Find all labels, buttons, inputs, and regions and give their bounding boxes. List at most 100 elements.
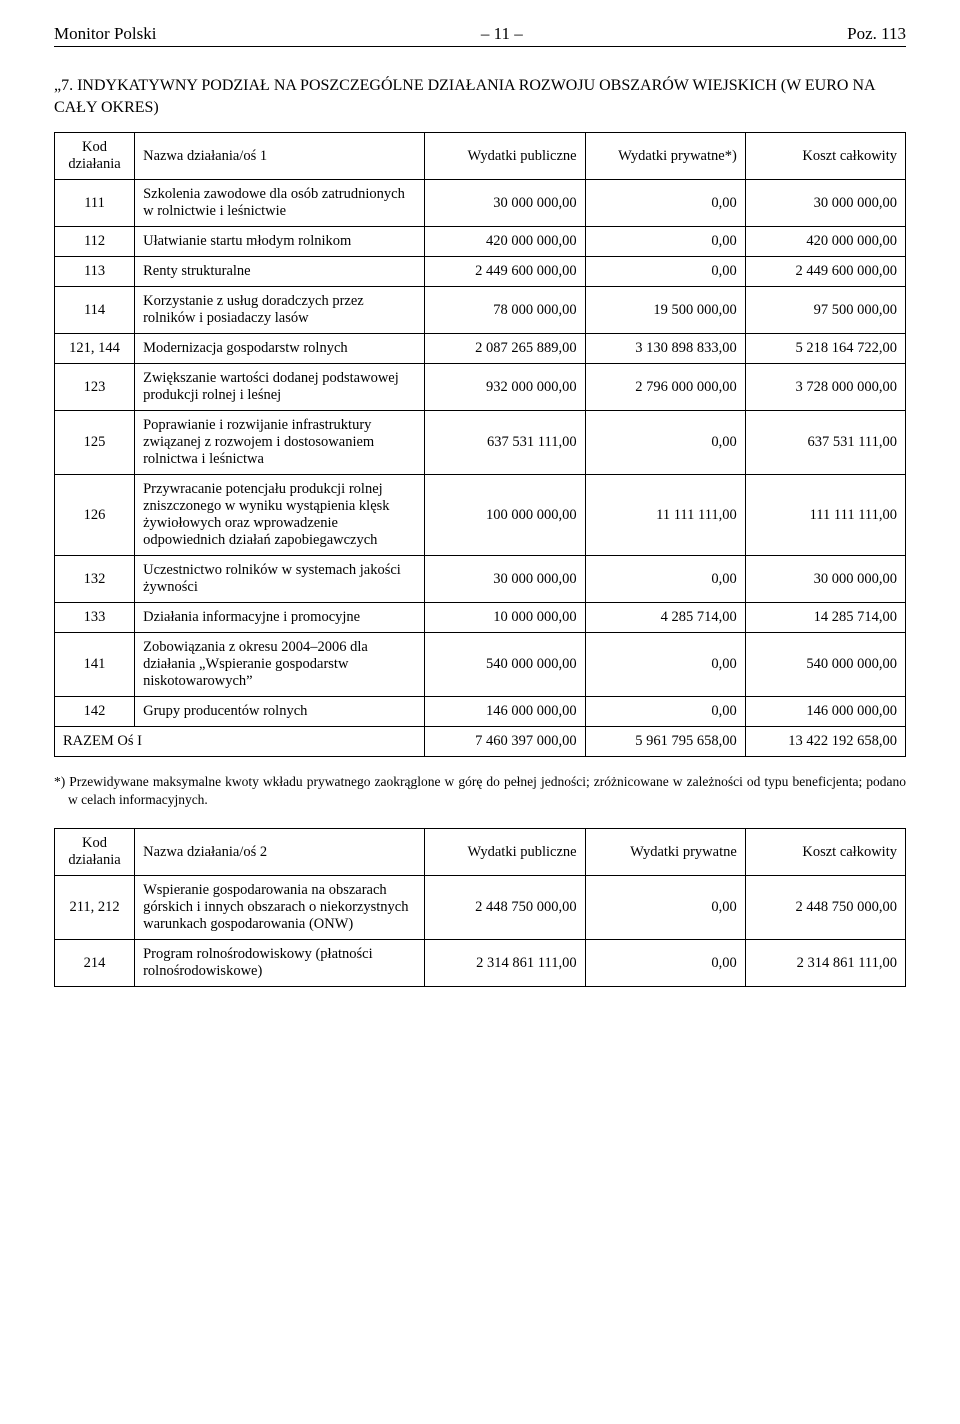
- th-pub: Wydatki publiczne: [425, 133, 585, 180]
- cell-pub: 932 000 000,00: [425, 364, 585, 411]
- cell-code: 112: [55, 227, 135, 257]
- table-row: 113Renty strukturalne2 449 600 000,000,0…: [55, 257, 906, 287]
- header-right: Poz. 113: [847, 24, 906, 44]
- cell-code: 214: [55, 940, 135, 987]
- cell-priv: 2 796 000 000,00: [585, 364, 745, 411]
- cell-name: Renty strukturalne: [135, 257, 425, 287]
- cell-pub: 100 000 000,00: [425, 475, 585, 556]
- table-head-row: Kod działania Nazwa działania/oś 2 Wydat…: [55, 829, 906, 876]
- table-row: 111Szkolenia zawodowe dla osób zatrudnio…: [55, 180, 906, 227]
- th-priv: Wydatki prywatne*): [585, 133, 745, 180]
- cell-tot: 637 531 111,00: [745, 411, 905, 475]
- table-row: 133Działania informacyjne i promocyjne10…: [55, 603, 906, 633]
- table-os1: Kod działania Nazwa działania/oś 1 Wydat…: [54, 132, 906, 757]
- sum-pub: 7 460 397 000,00: [425, 727, 585, 757]
- cell-name: Ułatwianie startu młodym rolnikom: [135, 227, 425, 257]
- table-os2: Kod działania Nazwa działania/oś 2 Wydat…: [54, 828, 906, 987]
- cell-tot: 146 000 000,00: [745, 697, 905, 727]
- cell-pub: 420 000 000,00: [425, 227, 585, 257]
- cell-name: Wspieranie gospodarowania na obszarach g…: [135, 876, 425, 940]
- cell-name: Modernizacja gospodarstw rolnych: [135, 334, 425, 364]
- cell-tot: 111 111 111,00: [745, 475, 905, 556]
- cell-name: Zobowiązania z okresu 2004–2006 dla dzia…: [135, 633, 425, 697]
- th-name: Nazwa działania/oś 1: [135, 133, 425, 180]
- cell-priv: 0,00: [585, 257, 745, 287]
- cell-pub: 30 000 000,00: [425, 556, 585, 603]
- cell-pub: 2 087 265 889,00: [425, 334, 585, 364]
- sum-tot: 13 422 192 658,00: [745, 727, 905, 757]
- cell-name: Poprawianie i rozwijanie infrastruktury …: [135, 411, 425, 475]
- cell-priv: 0,00: [585, 227, 745, 257]
- cell-pub: 2 314 861 111,00: [425, 940, 585, 987]
- cell-tot: 14 285 714,00: [745, 603, 905, 633]
- cell-name: Przywracanie potencjału produkcji rolnej…: [135, 475, 425, 556]
- cell-code: 121, 144: [55, 334, 135, 364]
- th-code: Kod działania: [55, 133, 135, 180]
- th-code: Kod działania: [55, 829, 135, 876]
- cell-pub: 30 000 000,00: [425, 180, 585, 227]
- page-header: Monitor Polski – 11 – Poz. 113: [54, 24, 906, 47]
- cell-tot: 2 449 600 000,00: [745, 257, 905, 287]
- table-row: 132Uczestnictwo rolników w systemach jak…: [55, 556, 906, 603]
- cell-name: Zwiększanie wartości dodanej podstawowej…: [135, 364, 425, 411]
- cell-tot: 540 000 000,00: [745, 633, 905, 697]
- th-tot: Koszt całkowity: [745, 829, 905, 876]
- table-row: 114Korzystanie z usług doradczych przez …: [55, 287, 906, 334]
- cell-priv: 19 500 000,00: [585, 287, 745, 334]
- sum-priv: 5 961 795 658,00: [585, 727, 745, 757]
- cell-name: Uczestnictwo rolników w systemach jakośc…: [135, 556, 425, 603]
- cell-pub: 2 449 600 000,00: [425, 257, 585, 287]
- cell-priv: 3 130 898 833,00: [585, 334, 745, 364]
- cell-code: 141: [55, 633, 135, 697]
- cell-priv: 0,00: [585, 633, 745, 697]
- header-left: Monitor Polski: [54, 24, 157, 44]
- table-row: 214Program rolnośrodowiskowy (płatności …: [55, 940, 906, 987]
- table-head-row: Kod działania Nazwa działania/oś 1 Wydat…: [55, 133, 906, 180]
- cell-tot: 30 000 000,00: [745, 180, 905, 227]
- cell-code: 133: [55, 603, 135, 633]
- table-row: 142Grupy producentów rolnych146 000 000,…: [55, 697, 906, 727]
- table-sum-row: RAZEM Oś I 7 460 397 000,00 5 961 795 65…: [55, 727, 906, 757]
- cell-priv: 0,00: [585, 876, 745, 940]
- cell-pub: 10 000 000,00: [425, 603, 585, 633]
- table-row: 112Ułatwianie startu młodym rolnikom420 …: [55, 227, 906, 257]
- table-row: 121, 144Modernizacja gospodarstw rolnych…: [55, 334, 906, 364]
- cell-priv: 0,00: [585, 556, 745, 603]
- cell-priv: 0,00: [585, 411, 745, 475]
- cell-name: Działania informacyjne i promocyjne: [135, 603, 425, 633]
- table-row: 126Przywracanie potencjału produkcji rol…: [55, 475, 906, 556]
- header-center: – 11 –: [481, 24, 523, 44]
- cell-priv: 0,00: [585, 180, 745, 227]
- cell-code: 132: [55, 556, 135, 603]
- cell-code: 126: [55, 475, 135, 556]
- cell-pub: 2 448 750 000,00: [425, 876, 585, 940]
- cell-pub: 78 000 000,00: [425, 287, 585, 334]
- cell-pub: 637 531 111,00: [425, 411, 585, 475]
- table-row: 125Poprawianie i rozwijanie infrastruktu…: [55, 411, 906, 475]
- section-title: „7. INDYKATYWNY PODZIAŁ NA POSZCZEGÓLNE …: [54, 75, 906, 118]
- cell-code: 142: [55, 697, 135, 727]
- table-row: 123Zwiększanie wartości dodanej podstawo…: [55, 364, 906, 411]
- table-row: 211, 212Wspieranie gospodarowania na obs…: [55, 876, 906, 940]
- cell-tot: 30 000 000,00: [745, 556, 905, 603]
- th-tot: Koszt całkowity: [745, 133, 905, 180]
- th-pub: Wydatki publiczne: [425, 829, 585, 876]
- cell-tot: 3 728 000 000,00: [745, 364, 905, 411]
- cell-priv: 0,00: [585, 697, 745, 727]
- cell-tot: 5 218 164 722,00: [745, 334, 905, 364]
- cell-code: 125: [55, 411, 135, 475]
- cell-tot: 2 448 750 000,00: [745, 876, 905, 940]
- cell-priv: 0,00: [585, 940, 745, 987]
- cell-tot: 420 000 000,00: [745, 227, 905, 257]
- cell-pub: 540 000 000,00: [425, 633, 585, 697]
- cell-name: Program rolnośrodowiskowy (płatności rol…: [135, 940, 425, 987]
- th-priv: Wydatki prywatne: [585, 829, 745, 876]
- cell-pub: 146 000 000,00: [425, 697, 585, 727]
- cell-priv: 11 111 111,00: [585, 475, 745, 556]
- th-name: Nazwa działania/oś 2: [135, 829, 425, 876]
- cell-code: 211, 212: [55, 876, 135, 940]
- footnote: *) Przewidywane maksymalne kwoty wkładu …: [54, 773, 906, 808]
- cell-tot: 2 314 861 111,00: [745, 940, 905, 987]
- cell-code: 111: [55, 180, 135, 227]
- cell-name: Szkolenia zawodowe dla osób zatrudnionyc…: [135, 180, 425, 227]
